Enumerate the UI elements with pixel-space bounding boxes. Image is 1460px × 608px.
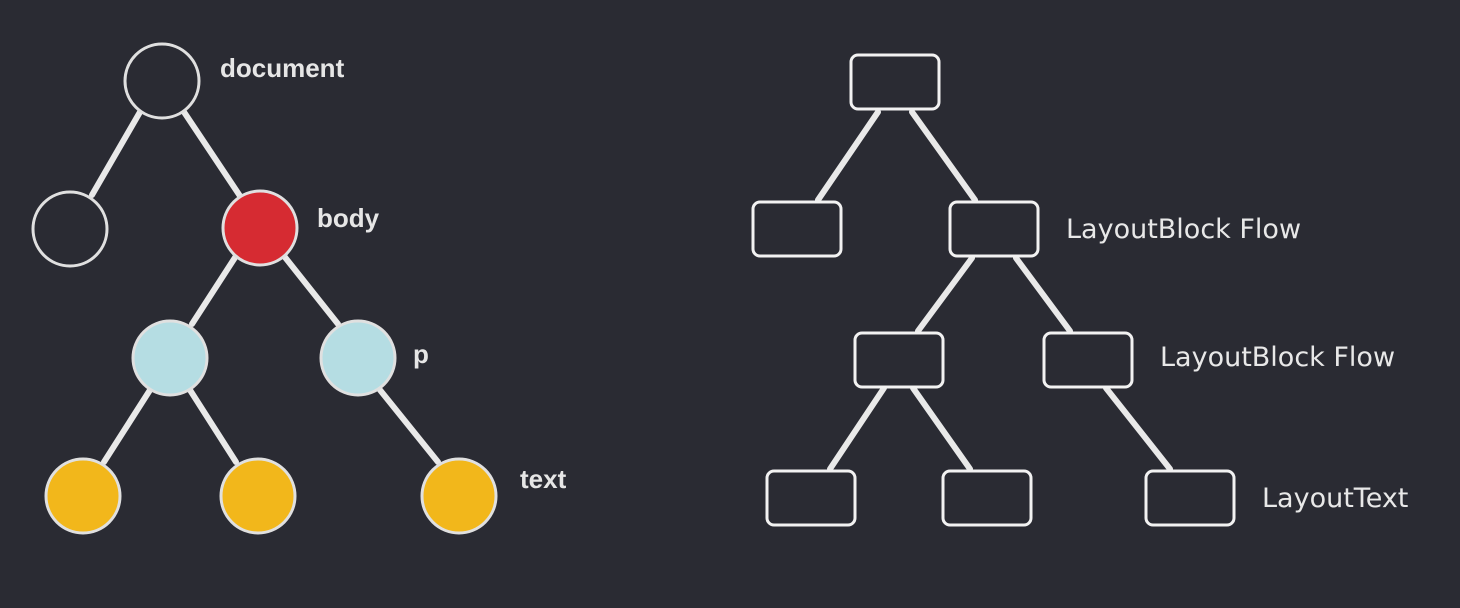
label-document: document (220, 53, 345, 83)
dom-tree-edges (89, 109, 441, 465)
layout-node-leaf-2 (941, 469, 1033, 527)
label-p: p (413, 339, 429, 369)
edge-root-left (815, 109, 881, 203)
dom-node-head (31, 190, 109, 268)
edge-element-text-1 (101, 387, 153, 465)
edge-body-element (189, 253, 239, 327)
edge-body-p (281, 253, 341, 327)
dom-node-text-2 (219, 457, 297, 535)
layout-node-left (751, 200, 843, 258)
label-layouttext: LayoutText (1262, 483, 1408, 514)
label-text: text (520, 464, 567, 494)
label-layoutblock-flow-1: LayoutBlock Flow (1066, 214, 1301, 245)
label-body: body (317, 203, 380, 233)
layout-node-block-b (1042, 331, 1134, 389)
dom-node-p (319, 319, 397, 397)
edge-block-b-layout-text (1103, 385, 1173, 472)
layout-tree-edges (815, 109, 1173, 472)
dom-node-text-3 (420, 457, 498, 535)
layout-node-root (849, 53, 941, 111)
dom-node-body (221, 189, 299, 267)
layout-node-leaf-1 (765, 469, 857, 527)
layout-node-block-flow (948, 200, 1040, 258)
edge-block-flow-block-b (1013, 255, 1073, 334)
edge-root-block-flow (909, 109, 978, 203)
layout-node-block-a (853, 331, 945, 389)
layout-node-layout-text (1144, 469, 1236, 527)
dom-tree-labels: document body p text (220, 53, 567, 494)
dom-node-element (131, 319, 209, 397)
edge-block-a-leaf-2 (910, 385, 973, 472)
layout-tree: LayoutBlock Flow LayoutBlock Flow Layout… (751, 53, 1408, 527)
edge-block-a-leaf-1 (827, 385, 887, 472)
label-layoutblock-flow-2: LayoutBlock Flow (1160, 342, 1395, 373)
edge-document-body (181, 109, 243, 199)
edge-p-text-3 (377, 387, 441, 465)
dom-tree-nodes (31, 42, 498, 535)
edge-block-flow-block-a (915, 255, 975, 334)
dom-tree: document body p text (31, 42, 567, 535)
edge-element-text-2 (187, 387, 239, 465)
layout-tree-nodes (751, 53, 1236, 527)
edge-document-head (89, 109, 143, 198)
layout-tree-labels: LayoutBlock Flow LayoutBlock Flow Layout… (1066, 214, 1408, 514)
dom-node-text-1 (44, 457, 122, 535)
dom-node-document (123, 42, 201, 120)
